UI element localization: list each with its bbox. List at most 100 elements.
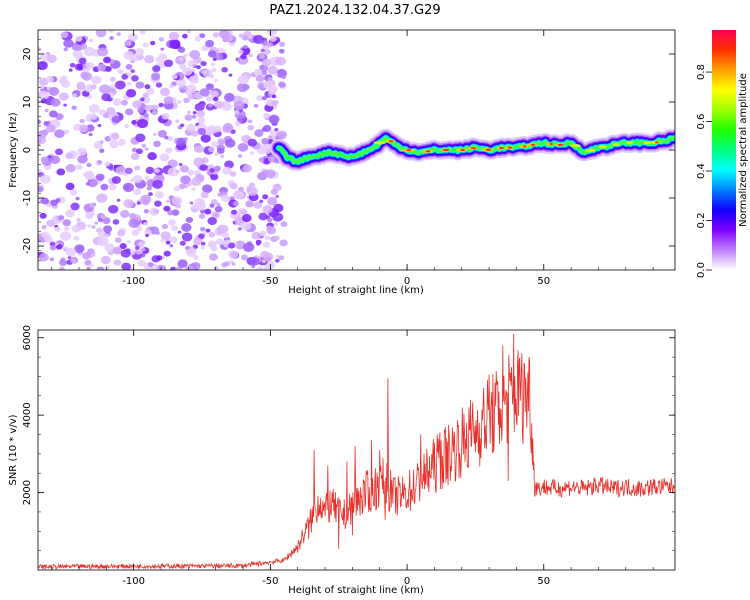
heatmap-noise-cell: [258, 212, 268, 221]
heatmap-noise-cell: [122, 182, 135, 193]
heatmap-noise-cell: [267, 197, 278, 206]
heatmap-noise-cell: [54, 129, 65, 138]
heatmap-noise-cell: [40, 197, 49, 205]
heatmap-noise-cell: [104, 265, 111, 270]
spectrogram-xtick-label: 50: [537, 276, 550, 287]
heatmap-noise-cell: [262, 241, 271, 248]
heatmap-noise-cell: [274, 128, 279, 132]
heatmap-noise-cell: [167, 210, 174, 216]
heatmap-noise-cell: [211, 67, 217, 73]
heatmap-noise-cell: [167, 167, 179, 177]
heatmap-noise-cell: [120, 249, 131, 258]
heatmap-noise-cell: [109, 30, 114, 33]
heatmap-noise-cell: [88, 38, 94, 43]
heatmap-noise-cell: [89, 113, 98, 120]
heatmap-noise-cell: [135, 148, 143, 155]
heatmap-noise-cell: [71, 105, 77, 110]
heatmap-noise-cell: [212, 32, 220, 38]
heatmap-noise-cell: [142, 199, 150, 206]
heatmap-noise-cell: [161, 223, 169, 230]
heatmap-noise-cell: [251, 231, 261, 240]
heatmap-noise-cell: [237, 142, 249, 152]
heatmap-noise-cell: [266, 226, 277, 235]
heatmap-noise-cell: [131, 147, 138, 153]
heatmap-noise-cell: [107, 204, 119, 214]
colorbar-label: Normalized spectral amplitude: [738, 73, 749, 227]
heatmap-noise-cell: [178, 162, 183, 167]
heatmap-noise-cell: [154, 191, 164, 199]
heatmap-ridge-peak: [584, 148, 596, 153]
spectrogram-x-axis-title: Height of straight line (km): [288, 285, 424, 296]
heatmap-noise-cell: [187, 110, 191, 114]
heatmap-noise-cell: [135, 81, 145, 89]
heatmap-noise-cell: [241, 83, 250, 91]
heatmap-noise-cell: [210, 199, 218, 205]
heatmap-noise-cell: [189, 49, 201, 60]
heatmap-noise-cell: [57, 214, 65, 221]
heatmap-noise-cell: [119, 243, 127, 250]
heatmap-noise-cell: [179, 123, 185, 128]
heatmap-noise-cell: [196, 110, 205, 118]
heatmap-noise-cell: [193, 237, 203, 246]
heatmap-noise-cell: [126, 240, 131, 244]
heatmap-noise-cell: [222, 100, 231, 108]
heatmap-noise-cell: [259, 250, 270, 259]
heatmap-noise-cell: [184, 114, 193, 121]
heatmap-noise-cell: [104, 65, 112, 72]
heatmap-noise-cell: [100, 214, 107, 220]
heatmap-noise-cell: [257, 172, 267, 181]
heatmap-noise-cell: [265, 169, 276, 178]
heatmap-noise-cell: [62, 76, 68, 81]
heatmap-noise-cell: [115, 165, 127, 175]
heatmap-ridge-max: [442, 149, 450, 151]
heatmap-noise-region: [38, 30, 288, 270]
heatmap-noise-cell: [247, 138, 258, 147]
heatmap-noise-cell: [242, 214, 252, 223]
heatmap-noise-cell: [136, 118, 149, 129]
heatmap-noise-cell: [117, 138, 126, 146]
heatmap-noise-cell: [261, 259, 267, 264]
colorbar-ticks: 0.0 0.2 0.4 0.6 0.8: [696, 64, 712, 278]
heatmap-noise-cell: [82, 172, 89, 178]
heatmap-noise-cell: [164, 135, 169, 140]
heatmap-noise-cell: [218, 30, 230, 39]
heatmap-noise-cell: [222, 166, 232, 175]
heatmap-noise-cell: [253, 201, 263, 209]
heatmap-noise-cell: [111, 176, 122, 184]
heatmap-noise-cell: [208, 103, 213, 108]
heatmap-noise-cell: [227, 250, 239, 259]
heatmap-noise-cell: [167, 136, 174, 141]
heatmap-noise-cell: [59, 231, 72, 241]
heatmap-noise-cell: [152, 132, 157, 137]
heatmap-noise-cell: [202, 231, 207, 236]
heatmap-noise-cell: [198, 233, 205, 239]
heatmap-noise-cell: [128, 212, 136, 219]
heatmap-noise-cell: [113, 259, 122, 266]
colorbar-tick-label: 0.6: [696, 114, 707, 130]
heatmap-noise-cell: [263, 112, 271, 119]
heatmap-noise-cell: [82, 252, 92, 260]
heatmap-noise-cell: [56, 168, 66, 176]
heatmap-noise-cell: [228, 73, 233, 77]
heatmap-noise-cell: [177, 230, 182, 234]
heatmap-noise-cell: [233, 100, 245, 110]
heatmap-noise-cell: [171, 196, 183, 206]
heatmap-noise-cell: [264, 235, 271, 241]
heatmap-noise-cell: [112, 246, 123, 255]
heatmap-noise-cell: [97, 230, 107, 238]
heatmap-noise-cell: [169, 39, 181, 50]
heatmap-noise-cell: [75, 196, 80, 201]
heatmap-noise-cell: [130, 54, 140, 62]
heatmap-noise-cell: [187, 182, 192, 187]
heatmap-noise-cell: [193, 157, 205, 167]
heatmap-noise-cell: [163, 205, 171, 212]
colorbar-tick-label: 0.0: [696, 262, 707, 278]
heatmap-noise-cell: [131, 75, 139, 82]
heatmap-noise-cell: [199, 226, 206, 232]
heatmap-noise-cell: [263, 147, 271, 154]
heatmap-noise-cell: [253, 68, 263, 77]
heatmap-noise-cell: [209, 168, 215, 173]
heatmap-noise-cell: [202, 69, 213, 78]
heatmap-noise-cell: [144, 175, 150, 181]
heatmap-noise-cell: [178, 57, 184, 62]
